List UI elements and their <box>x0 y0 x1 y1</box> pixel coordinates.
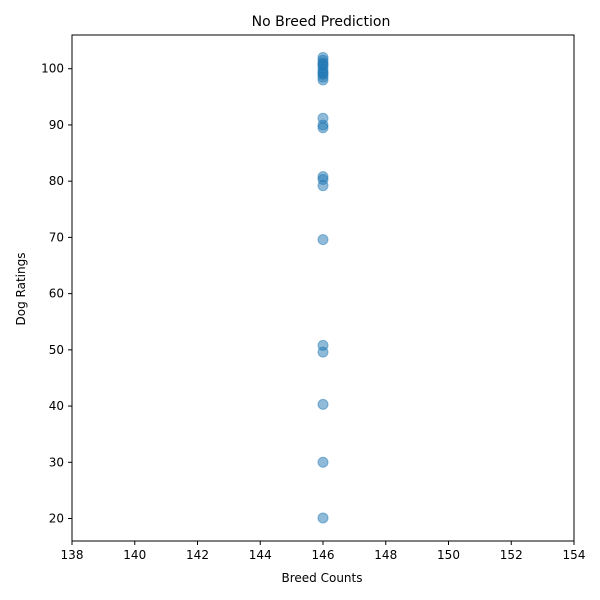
data-point <box>317 180 329 192</box>
y-tick-label: 90 <box>49 118 64 132</box>
data-point <box>317 67 329 79</box>
x-tick-label: 148 <box>374 548 397 562</box>
y-tick-label: 80 <box>49 174 64 188</box>
x-tick-label: 144 <box>249 548 272 562</box>
y-tick-label: 60 <box>49 287 64 301</box>
y-tick-label: 20 <box>49 512 64 526</box>
x-tick-label: 142 <box>186 548 209 562</box>
data-point <box>317 512 329 524</box>
data-point <box>317 122 329 134</box>
y-tick-label: 50 <box>49 343 64 357</box>
x-tick-label: 150 <box>437 548 460 562</box>
y-tick-label: 40 <box>49 399 64 413</box>
chart-title: No Breed Prediction <box>252 14 391 30</box>
x-tick-label: 138 <box>61 548 84 562</box>
data-point <box>317 456 329 468</box>
y-axis-label: Dog Ratings <box>14 253 28 326</box>
x-tick-label: 154 <box>563 548 586 562</box>
y-tick-label: 30 <box>49 455 64 469</box>
data-point <box>317 398 329 410</box>
x-axis-ticks: 138 140 142 144 146 148 150 152 154 <box>61 541 586 562</box>
data-point <box>317 346 329 358</box>
x-axis-label: Breed Counts <box>282 571 363 585</box>
y-tick-label: 100 <box>41 62 64 76</box>
data-point <box>317 234 329 246</box>
y-axis-ticks: 20 30 40 50 60 70 80 90 100 <box>41 62 72 526</box>
x-tick-label: 146 <box>312 548 335 562</box>
x-tick-label: 152 <box>500 548 523 562</box>
x-tick-label: 140 <box>123 548 146 562</box>
data-points <box>317 51 329 524</box>
y-tick-label: 70 <box>49 230 64 244</box>
